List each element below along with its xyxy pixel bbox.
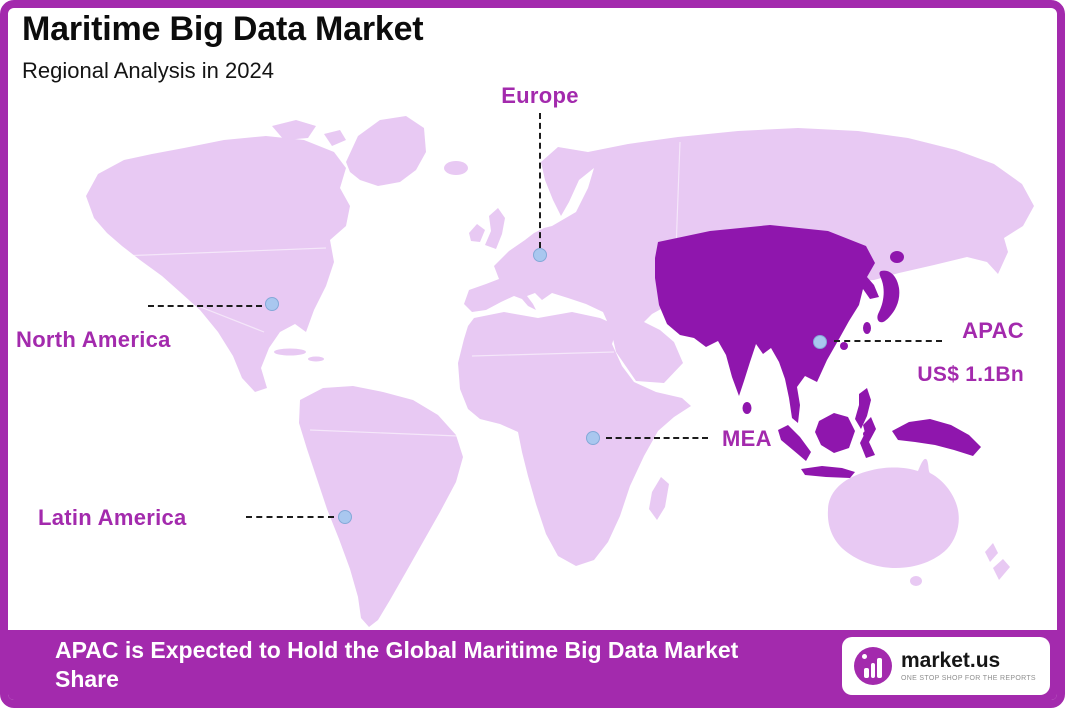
arctic-islands xyxy=(272,120,316,140)
continent-africa xyxy=(458,312,691,566)
island-tasmania xyxy=(910,576,922,586)
north-america-leader-line xyxy=(148,305,262,307)
island-taiwan xyxy=(863,322,871,334)
island-sumatra xyxy=(778,425,811,461)
market-us-logo-icon xyxy=(854,647,892,685)
island-sakhalin xyxy=(886,218,898,246)
island-hokkaido xyxy=(890,251,904,263)
island-britain xyxy=(485,208,505,249)
logo-tagline: ONE STOP SHOP FOR THE REPORTS xyxy=(901,674,1036,682)
island-hainan xyxy=(840,342,848,350)
europe-label: Europe xyxy=(501,83,579,108)
continent-north-america xyxy=(86,136,350,392)
logo-text-block: market.us ONE STOP SHOP FOR THE REPORTS xyxy=(901,649,1036,682)
island-ireland xyxy=(469,224,485,242)
island-sri-lanka xyxy=(742,402,752,414)
island-borneo xyxy=(815,413,855,453)
logo-bar-icon xyxy=(864,668,869,678)
banner-text: APAC is Expected to Hold the Global Mari… xyxy=(55,636,739,692)
continent-south-america xyxy=(299,386,463,627)
mea-label: MEA xyxy=(722,426,772,451)
region-apac-highlight xyxy=(655,225,879,423)
north-america-label: North America xyxy=(16,327,171,352)
apac-label: APAC xyxy=(962,318,1024,343)
arctic-islands xyxy=(324,130,346,146)
europe-marker xyxy=(533,248,547,262)
logo-bar-icon xyxy=(877,658,882,678)
island-japan xyxy=(877,270,900,323)
latin-america-marker xyxy=(338,510,352,524)
apac-marker xyxy=(813,335,827,349)
country-borders xyxy=(119,141,681,437)
caribbean-islands xyxy=(274,348,306,356)
logo-dot-icon xyxy=(862,654,867,659)
world-map xyxy=(86,116,1034,627)
island-madagascar xyxy=(649,477,669,520)
latin-america-label: Latin America xyxy=(38,505,187,530)
islands-philippines xyxy=(855,388,871,429)
caribbean-islands xyxy=(308,356,324,362)
mea-marker xyxy=(586,431,600,445)
apac-leader-line xyxy=(834,340,942,342)
continent-australia xyxy=(827,458,959,568)
page-subtitle: Regional Analysis in 2024 xyxy=(22,58,274,83)
apac-value: US$ 1.1Bn xyxy=(917,363,1024,386)
island-iceland xyxy=(444,161,468,175)
logo-name: market.us xyxy=(901,649,1001,673)
island-java xyxy=(801,466,855,478)
mea-leader-line xyxy=(606,437,708,439)
north-america-marker xyxy=(265,297,279,311)
latin-america-leader-line xyxy=(246,516,334,518)
continent-greenland xyxy=(346,116,426,186)
island-sulawesi xyxy=(860,417,876,458)
island-new-zealand xyxy=(993,559,1010,580)
island-new-zealand xyxy=(985,543,998,562)
logo-bar-icon xyxy=(870,663,876,678)
page-title: Maritime Big Data Market xyxy=(22,10,424,48)
island-new-guinea xyxy=(892,419,981,456)
logo-card: market.us ONE STOP SHOP FOR THE REPORTS xyxy=(842,637,1050,695)
europe-leader-line xyxy=(539,113,541,248)
